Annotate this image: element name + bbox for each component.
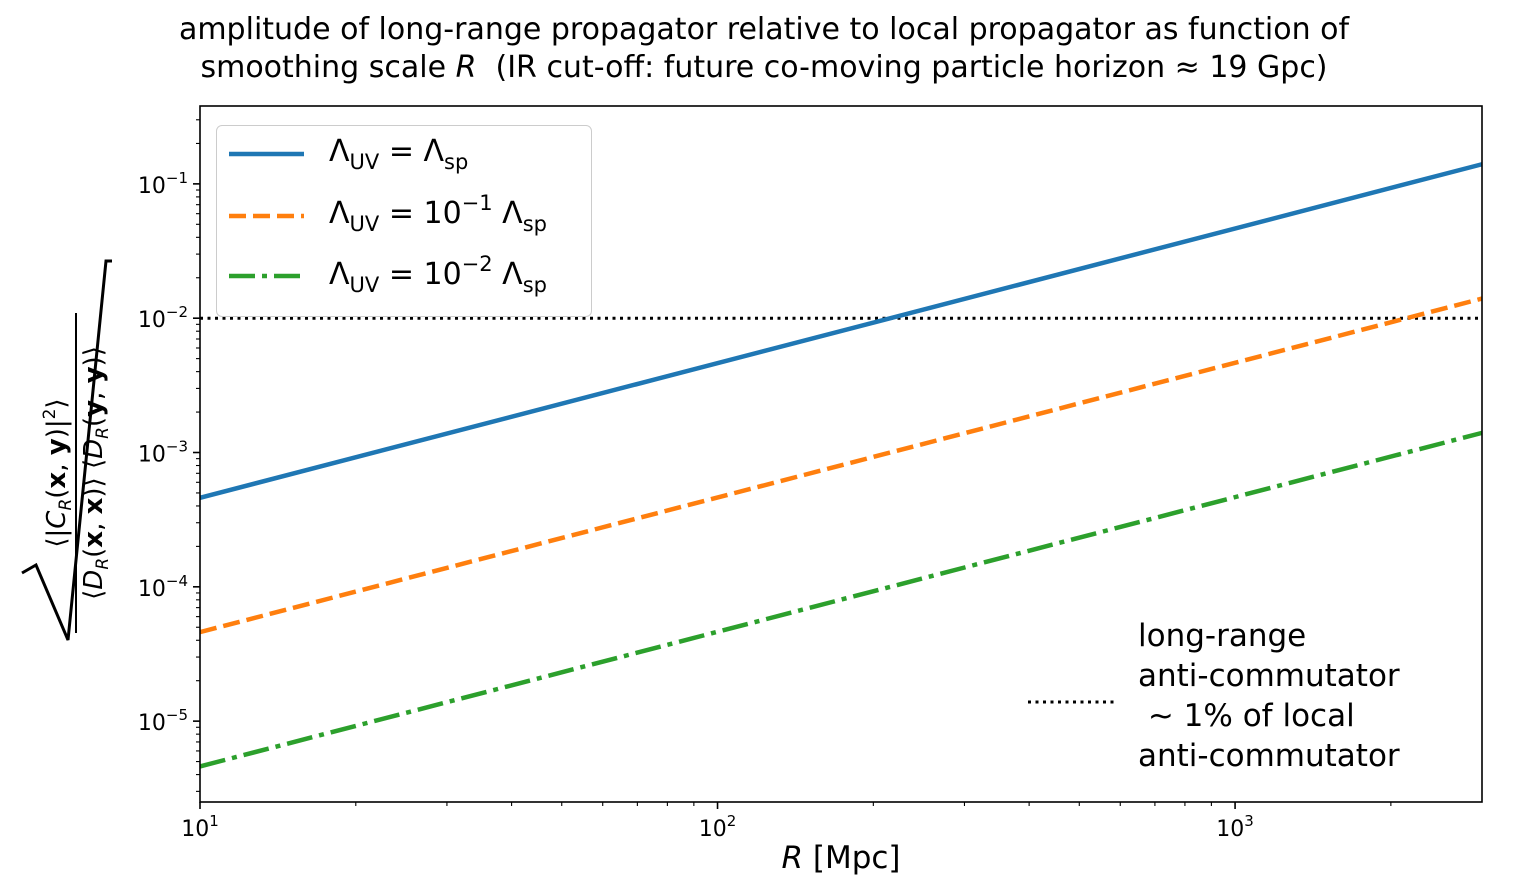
y-tick-label-4: 10−2	[138, 303, 188, 333]
svg-text:⟨|CR(x, y)|2⟩: ⟨|CR(x, y)|2⟩	[40, 398, 76, 547]
x-tick-label-3: 103	[1216, 812, 1254, 842]
title-variable: R	[455, 50, 477, 85]
plot-frame	[199, 105, 1483, 803]
legend-label-3: ΛUV = 10−2 Λsp	[329, 252, 547, 297]
legend-label-2: ΛUV = 10−1 Λsp	[329, 191, 547, 236]
y-tick-label-2: 10−4	[138, 572, 188, 602]
y-tick-label-5: 10−1	[138, 169, 188, 199]
legend-swatches	[229, 151, 304, 279]
annotation-text: long-range anti-commutator ∼ 1% of local…	[1138, 618, 1400, 774]
x-tick-label-2: 102	[699, 812, 737, 842]
y-axis-label: ⟨|CR(x, y)|2⟩ ⟨DR(x, x)⟩ ⟨DR(y, y)⟩	[21, 259, 113, 641]
series-line-2	[199, 296, 1483, 635]
svg-text:⟨DR(x, x)⟩ ⟨DR(y, y)⟩: ⟨DR(x, x)⟩ ⟨DR(y, y)⟩	[79, 346, 113, 600]
y-tick-label-3: 10−3	[138, 438, 188, 468]
legend-label-1: ΛUV = Λsp	[329, 134, 469, 174]
chart-title-line-2: smoothing scale R (IR cut-off: future co…	[0, 50, 1528, 85]
annotation-dotted-swatch	[1028, 700, 1118, 704]
x-axis-unit: [Mpc]	[803, 840, 901, 876]
series-line-3	[199, 430, 1483, 769]
series-line-1	[199, 162, 1483, 500]
title-suffix: (IR cut-off: future co-moving particle h…	[476, 50, 1328, 85]
title-prefix: smoothing scale	[200, 50, 456, 85]
x-axis-label: R [Mpc]	[200, 840, 1482, 876]
y-tick-label-1: 10−5	[138, 706, 188, 736]
x-axis-variable: R	[781, 840, 804, 876]
legend: ΛUV = Λsp ΛUV = 10−1 Λsp ΛUV = 10−2 Λsp	[216, 125, 592, 317]
chart-title-line-1: amplitude of long-range propagator relat…	[178, 12, 1350, 47]
x-tick-label-1: 101	[181, 812, 219, 842]
